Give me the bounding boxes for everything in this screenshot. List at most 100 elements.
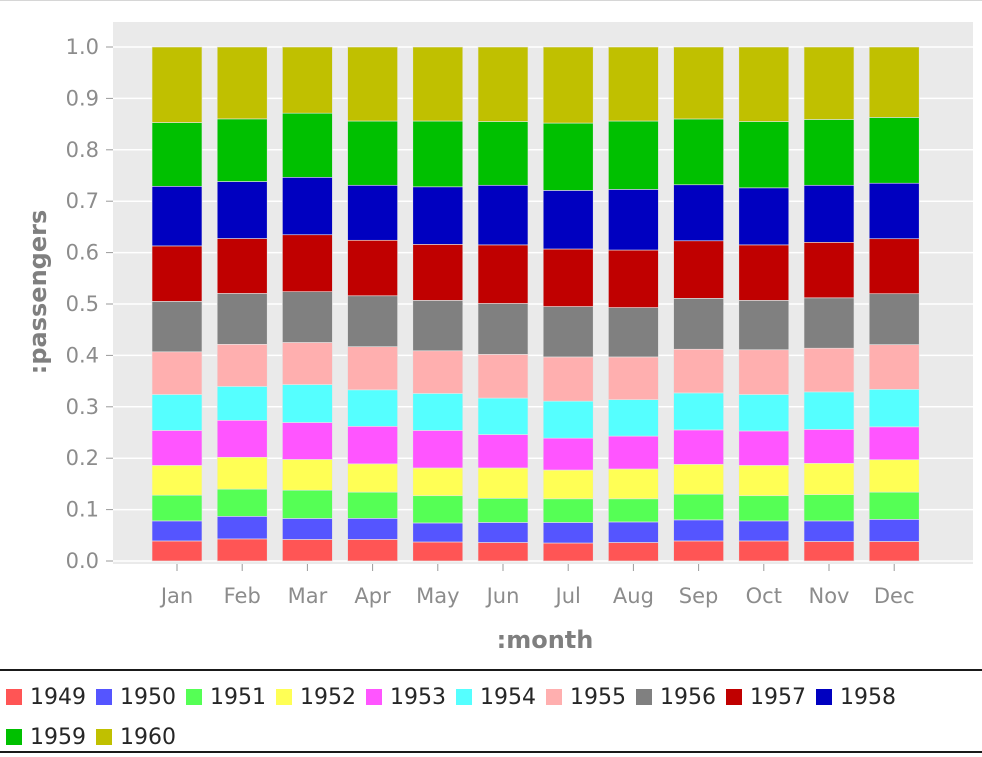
y-tick-label: 0.4: [66, 343, 99, 367]
legend-label: 1951: [210, 684, 266, 710]
legend-swatch: [546, 689, 562, 705]
legend-swatch: [6, 729, 22, 745]
bar-segment-1954-aug: [608, 399, 659, 437]
bar-segment-1960-mar: [282, 46, 333, 114]
bar-segment-1960-oct: [738, 46, 790, 122]
legend-label: 1960: [120, 724, 176, 750]
bar-segment-1955-oct: [738, 349, 790, 395]
bar-segment-1957-jul: [542, 248, 594, 307]
x-tick-label: Nov: [809, 584, 850, 608]
bar-segment-1954-may: [412, 393, 464, 431]
bar-segment-1960-feb: [216, 46, 268, 120]
bar-segment-1955-sep: [673, 348, 724, 394]
x-tick-label: Aug: [613, 584, 654, 608]
bar-segment-1949-oct: [738, 540, 790, 562]
bar-segment-1955-mar: [282, 342, 333, 385]
bar-segment-1959-dec: [868, 117, 920, 184]
bar-segment-1959-jan: [151, 122, 203, 187]
y-tick-label: 0.9: [66, 86, 99, 110]
bar-segment-1958-jun: [477, 184, 529, 246]
y-tick-label: 0.6: [66, 241, 99, 265]
x-tick-label: Apr: [354, 584, 391, 608]
bar-segment-1950-jan: [151, 520, 203, 542]
bar-segment-1952-may: [412, 467, 464, 497]
bar-segment-1949-aug: [608, 542, 659, 562]
legend-item-1958: 1958: [816, 677, 896, 717]
legend-swatch: [726, 689, 742, 705]
legend-items: 1949 1950 1951 1952 1953 1954 1955 1956 1957 1958…: [0, 671, 982, 757]
legend-swatch: [636, 689, 652, 705]
bar-segment-1958-jul: [542, 190, 594, 250]
bar-segment-1957-nov: [803, 242, 855, 299]
bar-segment-1959-apr: [347, 120, 398, 186]
bar-segment-1958-may: [412, 186, 464, 245]
bar-segment-1956-feb: [216, 293, 268, 345]
bar-segment-1952-sep: [673, 464, 724, 495]
bar-segment-1958-apr: [347, 184, 398, 241]
bar-segment-1952-aug: [608, 468, 659, 500]
bar-segment-1958-dec: [868, 182, 920, 240]
legend-item-1952: 1952: [276, 677, 356, 717]
x-tick-label: Jun: [485, 584, 520, 608]
bar-segment-1951-mar: [282, 489, 333, 519]
legend-label: 1959: [30, 724, 86, 750]
bar-segment-1952-dec: [868, 459, 920, 493]
bar-segment-1958-mar: [282, 176, 333, 236]
bar-segment-1951-nov: [803, 494, 855, 522]
bar-segment-1959-mar: [282, 112, 333, 178]
x-tick-label: Jul: [554, 584, 581, 608]
y-tick-label: 0.0: [66, 549, 99, 573]
bar-segment-1950-nov: [803, 520, 855, 542]
bar-segment-1953-jul: [542, 437, 594, 471]
bar-segment-1952-feb: [216, 456, 268, 490]
bar-segment-1950-mar: [282, 518, 333, 540]
bar-segment-1960-apr: [347, 46, 398, 122]
y-tick-label: 1.0: [66, 35, 99, 59]
x-tick-label: May: [416, 584, 459, 608]
legend-swatch: [186, 689, 202, 705]
bar-segment-1954-apr: [347, 389, 398, 427]
bar-segment-1960-dec: [868, 46, 920, 118]
bar-segment-1952-oct: [738, 465, 790, 497]
bar-segment-1952-jun: [477, 467, 529, 499]
bar-segment-1959-oct: [738, 121, 790, 189]
bar-segment-1950-feb: [216, 516, 268, 540]
bar-segment-1956-sep: [673, 298, 724, 350]
bar-segment-1954-jul: [542, 400, 594, 439]
x-tick-label: Feb: [224, 584, 261, 608]
bar-segment-1954-jun: [477, 397, 529, 435]
bar-segment-1953-jan: [151, 430, 203, 466]
bar-segment-1950-oct: [738, 520, 790, 542]
bar-segment-1957-dec: [868, 238, 920, 295]
legend-label: 1952: [300, 684, 356, 710]
bar-segment-1950-may: [412, 522, 464, 543]
legend-item-1951: 1951: [186, 677, 266, 717]
bars: [151, 46, 920, 562]
bar-segment-1958-aug: [608, 189, 659, 251]
legend-item-1957: 1957: [726, 677, 806, 717]
y-axis-title: :passengers: [24, 210, 52, 374]
bar-segment-1953-may: [412, 430, 464, 469]
bar-segment-1958-sep: [673, 184, 724, 242]
bar-segment-1957-oct: [738, 244, 790, 301]
bar-segment-1955-dec: [868, 344, 920, 390]
bar-segment-1951-aug: [608, 498, 659, 523]
bar-segment-1956-apr: [347, 295, 398, 347]
bar-segment-1957-aug: [608, 249, 659, 308]
legend-swatch: [96, 689, 112, 705]
bar-segment-1959-sep: [673, 118, 724, 186]
bar-segment-1955-nov: [803, 347, 855, 393]
bar-segment-1959-aug: [608, 120, 659, 190]
bar-segment-1959-jul: [542, 122, 594, 191]
legend-label: 1955: [570, 684, 626, 710]
bar-segment-1956-mar: [282, 291, 333, 343]
bar-segment-1960-nov: [803, 46, 855, 120]
bar-segment-1953-jun: [477, 434, 529, 469]
bar-segment-1953-sep: [673, 429, 724, 465]
legend-label: 1949: [30, 684, 86, 710]
bar-segment-1950-jun: [477, 522, 529, 543]
bar-segment-1956-oct: [738, 300, 790, 351]
bar-segment-1959-feb: [216, 118, 268, 182]
y-tick-label: 0.7: [66, 189, 99, 213]
y-axis-ticks: 0.0 0.1 0.2 0.3 0.4 0.5 0.6 0.7 0.8 0.9 1.0: [66, 35, 113, 573]
